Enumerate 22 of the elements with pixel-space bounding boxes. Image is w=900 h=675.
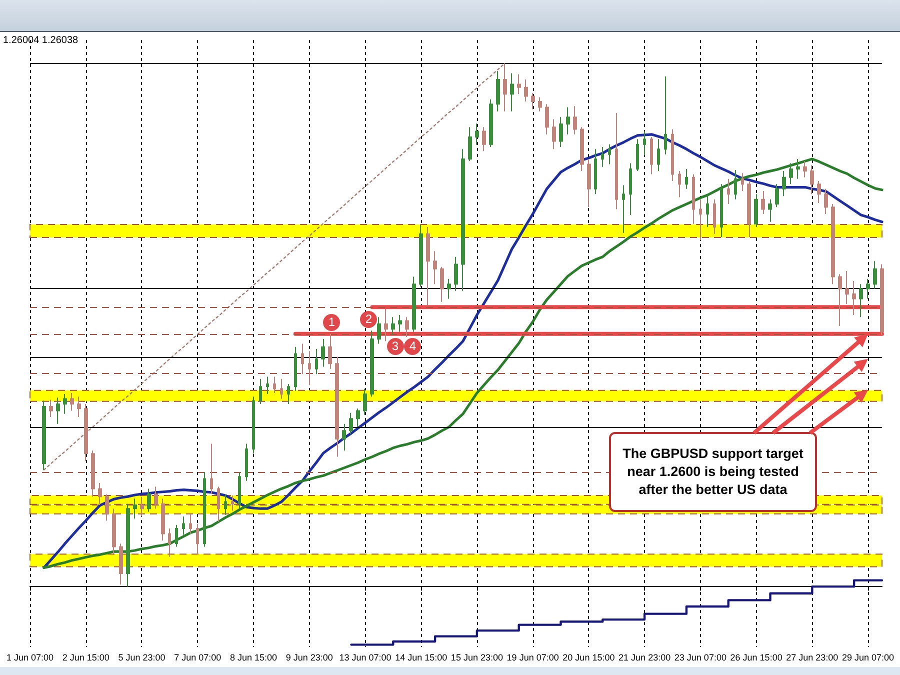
x-tick-label: 29 Jun 07:00 [842, 652, 894, 662]
x-tick-label: 2 Jun 15:00 [62, 652, 110, 662]
x-tick-label: 9 Jun 23:00 [286, 652, 333, 662]
x-tick-label: 20 Jun 15:00 [562, 652, 615, 662]
x-tick-label: 26 Jun 15:00 [730, 652, 782, 662]
annotation: 3 [386, 338, 404, 356]
annotation: 2 [360, 311, 378, 328]
x-tick-label: 23 Jun 07:00 [674, 652, 726, 662]
x-tick-label: 15 Jun 23:00 [450, 652, 503, 662]
x-tick-label: 27 Jun 23:00 [786, 652, 838, 662]
x-tick-label: 13 Jun 07:00 [339, 652, 392, 662]
x-tick-label: 14 Jun 15:00 [395, 652, 448, 662]
annotation: The GBPUSD support target near 1.2600 is being tested after the better US data [609, 432, 817, 512]
x-tick-label: 19 Jun 07:00 [506, 652, 559, 662]
x-tick-label: 1 Jun 07:00 [6, 652, 54, 662]
x-tick-label: 8 Jun 15:00 [230, 652, 277, 662]
x-tick-label: 7 Jun 07:00 [174, 652, 222, 662]
x-tick-label: 21 Jun 23:00 [618, 652, 671, 662]
annotation: 1 [323, 314, 340, 332]
x-tick-label: 5 Jun 23:00 [118, 652, 166, 662]
annotation: 4 [404, 338, 422, 356]
text: 1.26004 1.26038 [3, 35, 78, 47]
